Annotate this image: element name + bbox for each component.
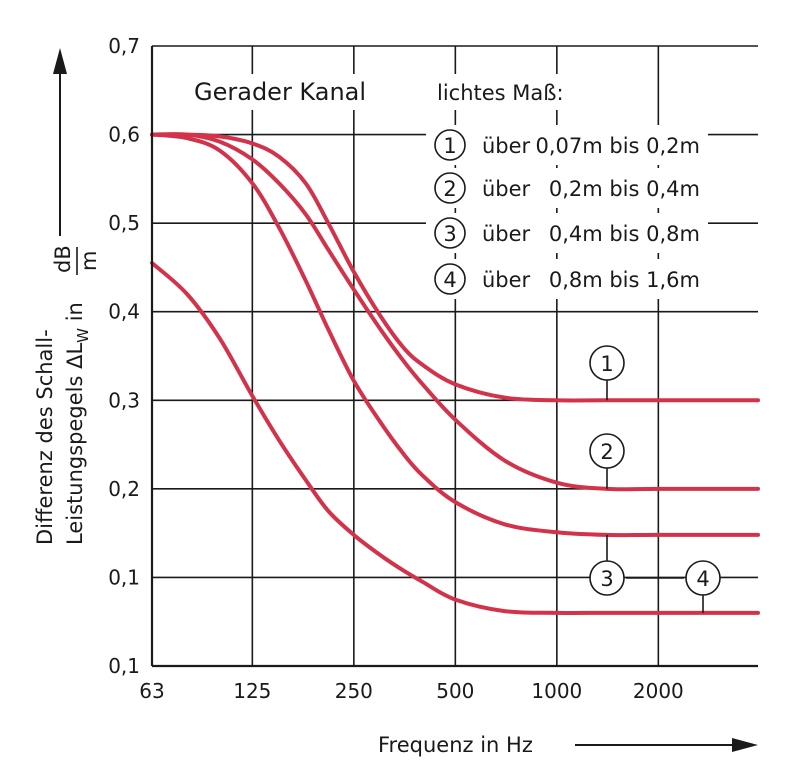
legend-number-circle <box>434 172 466 204</box>
y-axis-unit-denominator: m <box>77 251 101 271</box>
series-line-3 <box>150 132 760 538</box>
legend: lichtes Maß: 1 über 0,07m bis 0,2m2 über 0,2… <box>426 74 708 299</box>
callout-number-4: 4 <box>696 567 709 591</box>
chart-title: Gerader Kanal <box>194 78 366 106</box>
y-axis-arrow <box>53 48 67 236</box>
legend-prefix: über <box>482 177 531 201</box>
legend-text: 0,4m bis 0,8m <box>549 222 700 246</box>
legend-heading-knockout <box>430 74 590 110</box>
legend-number-circle <box>434 129 466 161</box>
callout-number-1: 1 <box>600 352 613 376</box>
y-axis-label-line1: Differenz des Schall- <box>33 329 57 545</box>
y-axis-label-suffix: in <box>63 302 87 328</box>
callout-number-3: 3 <box>600 567 613 591</box>
title-knockout <box>186 74 376 110</box>
x-tick-label: 125 <box>233 679 271 703</box>
y-tick-label: 0,1 <box>108 654 140 678</box>
y-axis-label-prefix: Leistungspegels ΔL <box>63 343 87 545</box>
series-line-1 <box>150 132 760 403</box>
legend-entry-knockout <box>426 259 708 299</box>
legend-number-circle <box>434 263 466 295</box>
legend-entry-knockout <box>426 125 708 165</box>
x-tick-label: 2000 <box>633 679 684 703</box>
x-ticks: 63 125 250 500 1000 2000 <box>139 679 684 703</box>
legend-number: 1 <box>443 134 456 158</box>
y-axis-unit-numerator: dB <box>51 245 75 273</box>
legend-number: 4 <box>443 268 456 292</box>
callout-circle-4 <box>685 560 721 596</box>
x-tick-label: 250 <box>335 679 373 703</box>
x-tick-label: 63 <box>139 679 164 703</box>
y-ticks: 0,1 0,1 0,2 0,3 0,4 0,5 0,6 0,7 <box>108 34 140 678</box>
legend-text: 0,8m bis 1,6m <box>549 268 700 292</box>
callout-circle-1 <box>589 345 625 381</box>
y-axis-label: Differenz des Schall- Leistungspegels ΔL… <box>33 245 101 545</box>
y-tick-label: 0,4 <box>108 300 140 324</box>
callout-number-2: 2 <box>600 440 613 464</box>
y-axis-label-subscript: W <box>74 328 92 343</box>
legend-prefix: über <box>482 134 531 158</box>
y-tick-label: 0,5 <box>108 211 140 235</box>
y-tick-label: 0,1 <box>108 565 140 589</box>
series-line-2 <box>150 132 760 492</box>
callout-circle-3 <box>589 560 625 596</box>
y-tick-label: 0,2 <box>108 477 140 501</box>
y-tick-label: 0,7 <box>108 34 140 58</box>
y-tick-label: 0,3 <box>108 388 140 412</box>
callout-circle-2 <box>589 433 625 469</box>
curve-callouts: 1 2 3 4 <box>589 345 721 613</box>
series-layer <box>150 132 760 615</box>
legend-number-circle <box>434 217 466 249</box>
x-axis-arrow <box>575 738 758 752</box>
legend-prefix: über <box>482 268 531 292</box>
y-axis-label-line2: Leistungspegels ΔLW in <box>63 302 92 545</box>
y-tick-label: 0,6 <box>108 123 140 147</box>
legend-entry-knockout <box>426 213 708 253</box>
x-axis-label: Frequenz in Hz <box>378 733 533 757</box>
legend-text: 0,07m bis 0,2m <box>535 134 700 158</box>
x-tick-label: 500 <box>436 679 474 703</box>
axes <box>150 46 758 668</box>
legend-entry-knockout <box>426 168 708 208</box>
x-tick-label: 1000 <box>531 679 582 703</box>
series-line-4 <box>150 261 760 615</box>
legend-heading: lichtes Maß: <box>437 81 564 105</box>
legend-number: 2 <box>443 177 456 201</box>
legend-prefix: über <box>482 222 531 246</box>
legend-number: 3 <box>443 222 456 246</box>
legend-text: 0,2m bis 0,4m <box>549 177 700 201</box>
